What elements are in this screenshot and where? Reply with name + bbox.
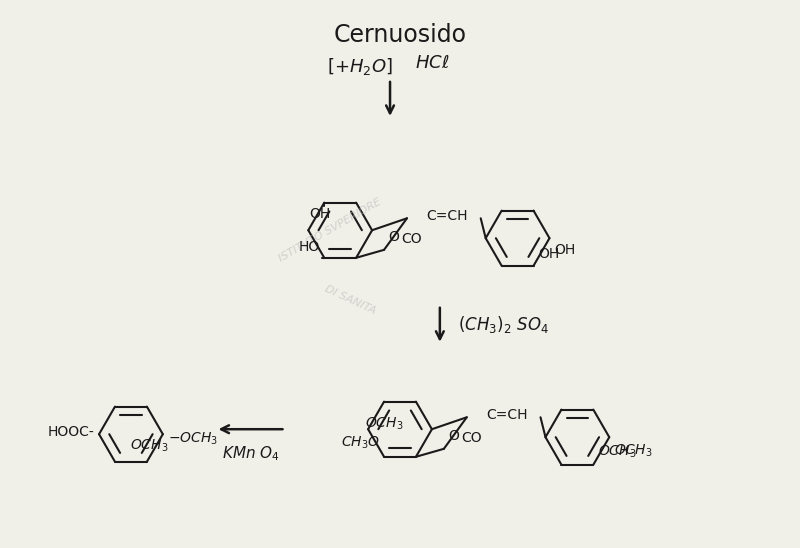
Text: OH: OH [554,243,576,257]
Text: OH: OH [310,207,331,221]
Text: DI SANITA: DI SANITA [323,284,378,316]
Text: CO: CO [402,232,422,246]
Text: Cernuosido: Cernuosido [334,23,466,47]
Text: O: O [448,429,458,443]
Text: O: O [388,230,399,244]
Text: $OCH_3$: $OCH_3$ [130,437,168,454]
Text: C=CH: C=CH [486,408,527,423]
Text: $(CH_3)_2\ SO_4$: $(CH_3)_2\ SO_4$ [458,314,549,335]
Text: $HC\ell$: $HC\ell$ [415,54,450,72]
Text: $OCH_3$: $OCH_3$ [365,415,403,432]
Text: OH: OH [538,247,560,261]
Text: HOOC-: HOOC- [47,425,94,439]
Text: $CH_3O$: $CH_3O$ [341,435,380,451]
Text: $[+H_2O]$: $[+H_2O]$ [327,55,393,77]
Text: $OCH_3$: $OCH_3$ [598,443,637,460]
Text: $OCH_3$: $OCH_3$ [614,442,653,459]
Text: ISTITVTO SVPERIORE: ISTITVTO SVPERIORE [277,197,383,264]
Text: $KMn\ O_4$: $KMn\ O_4$ [222,444,279,463]
Text: CO: CO [462,431,482,445]
Text: HO: HO [299,240,320,254]
Text: C=CH: C=CH [426,209,467,223]
Text: $-OCH_3$: $-OCH_3$ [168,431,218,447]
